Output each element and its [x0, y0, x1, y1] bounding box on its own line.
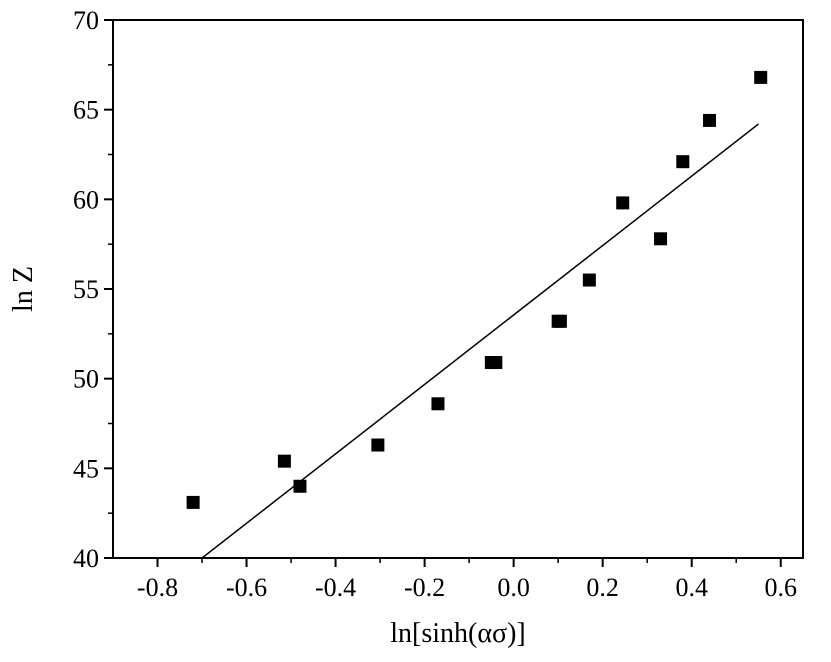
- data-point: [553, 314, 567, 328]
- plot-border: [112, 19, 804, 559]
- data-point: [703, 113, 717, 127]
- y-axis-ticks: 40 45 50 55 60 65 70: [73, 6, 113, 573]
- y-tick-label: 60: [73, 185, 99, 214]
- y-tick-label: 55: [73, 275, 99, 304]
- fit-line-group: [201, 123, 759, 559]
- x-tick-label: 0.6: [764, 573, 797, 602]
- y-tick-label: 65: [73, 96, 99, 125]
- x-tick-label: -0.6: [226, 573, 267, 602]
- x-tick-label: 0.2: [586, 573, 619, 602]
- x-axis-ticks: -0.8 -0.6 -0.4 -0.2 0.0 0.2 0.4 0.6: [137, 558, 797, 602]
- data-point: [676, 155, 690, 169]
- fit-line: [201, 123, 759, 559]
- y-axis-title: ln Z: [8, 266, 39, 312]
- data-point: [582, 273, 596, 287]
- x-tick-label: 0.4: [675, 573, 708, 602]
- data-point: [277, 454, 291, 468]
- x-axis-title: ln[sinh(ασ)]: [390, 618, 526, 649]
- data-point: [754, 70, 768, 84]
- y-tick-label: 45: [73, 454, 99, 483]
- data-point: [489, 356, 503, 370]
- y-tick-label: 50: [73, 365, 99, 394]
- x-tick-label: -0.2: [404, 573, 445, 602]
- plot-frame: [112, 19, 804, 559]
- data-point: [371, 438, 385, 452]
- data-points: [186, 70, 768, 509]
- data-point: [293, 479, 307, 493]
- x-tick-label: -0.8: [137, 573, 178, 602]
- data-point: [616, 196, 630, 210]
- y-tick-label: 40: [73, 544, 99, 573]
- x-tick-label: 0.0: [497, 573, 530, 602]
- data-point: [186, 495, 200, 509]
- x-tick-label: -0.4: [315, 573, 356, 602]
- data-point: [431, 397, 445, 411]
- y-tick-label: 70: [73, 6, 99, 35]
- data-point: [654, 232, 668, 246]
